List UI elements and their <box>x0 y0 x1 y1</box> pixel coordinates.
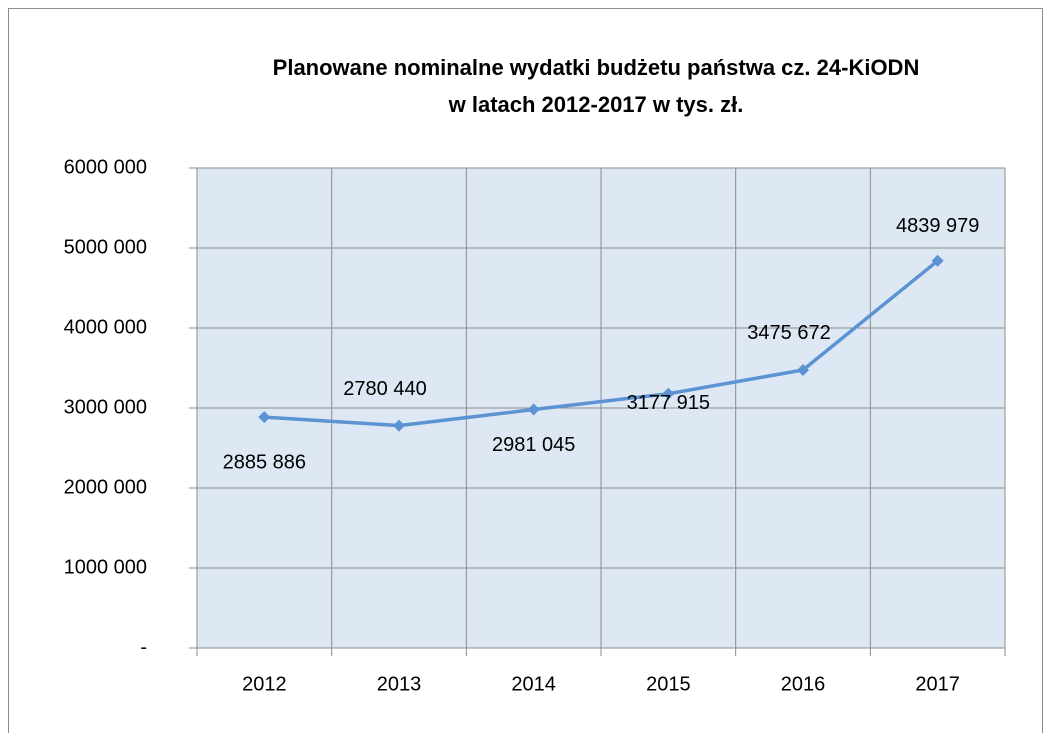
x-tick-label: 2016 <box>781 673 826 695</box>
data-label: 4839 979 <box>896 215 979 237</box>
y-tick-label: - <box>140 636 147 658</box>
data-label: 3177 915 <box>627 392 710 414</box>
data-label: 3475 672 <box>747 322 830 344</box>
y-tick-label: 3000 000 <box>64 396 147 418</box>
y-tick-label: 4000 000 <box>64 316 147 338</box>
data-point <box>527 403 540 416</box>
y-tick-label: 2000 000 <box>64 476 147 498</box>
data-label: 2780 440 <box>343 378 426 400</box>
data-point <box>931 254 944 267</box>
data-label: 2885 886 <box>223 451 306 473</box>
data-line <box>264 259 939 428</box>
data-point <box>258 411 271 424</box>
y-tick-label: 5000 000 <box>64 236 147 258</box>
chart-title: w latach 2012-2017 w tys. zł. <box>448 92 744 117</box>
x-tick-label: 2017 <box>915 673 960 695</box>
y-tick-label: 1000 000 <box>64 556 147 578</box>
data-label: 2981 045 <box>492 434 575 456</box>
data-point <box>797 363 809 376</box>
data-point <box>393 419 405 432</box>
x-tick-label: 2013 <box>377 673 422 695</box>
y-tick-label: 6000 000 <box>64 156 147 178</box>
x-tick-label: 2015 <box>646 673 691 695</box>
chart-title: Planowane nominalne wydatki budżetu pańs… <box>273 55 920 80</box>
x-tick-label: 2012 <box>242 673 287 695</box>
data-point <box>662 387 675 400</box>
x-tick-label: 2014 <box>511 673 556 695</box>
